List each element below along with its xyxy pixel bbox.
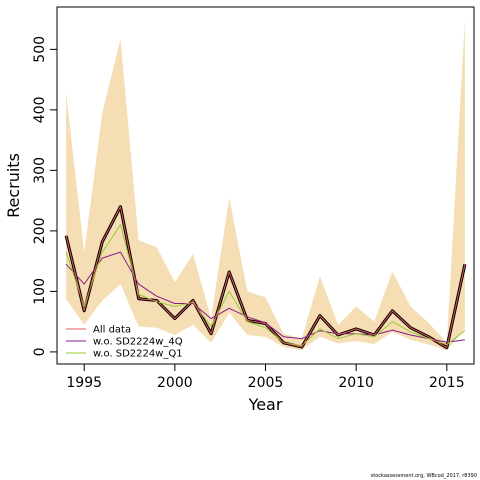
- y-tick-label-0: 0: [32, 347, 48, 356]
- series-lines-layer: [64, 205, 467, 350]
- y-tick-label-500: 500: [32, 36, 48, 63]
- y-tick-label-400: 400: [32, 96, 48, 123]
- x-tick-label-2010: 2010: [338, 375, 374, 391]
- y-tick-label-200: 200: [32, 218, 48, 245]
- confidence-band: [66, 20, 465, 351]
- confidence-band-layer: [66, 20, 465, 351]
- series-line-w-o-sd2224w-4q: [65, 251, 465, 343]
- legend-label-all-data: All data: [93, 325, 131, 336]
- legend-label-w-o-sd2224w-4q: w.o. SD2224w_4Q: [93, 337, 183, 348]
- x-tick-label-2000: 2000: [157, 375, 193, 391]
- x-tick-label-2005: 2005: [248, 375, 284, 391]
- series-line-all-data: [65, 206, 466, 349]
- legend-label-w-o-sd2224w-q1: w.o. SD2224w_Q1: [93, 349, 183, 360]
- x-tick-label-2015: 2015: [429, 375, 465, 391]
- footer-credit: stockassessment.org, WBcod_2017, r8390: [370, 473, 477, 479]
- y-axis: 0 100 200 300 400 500: [32, 36, 57, 356]
- series-line-w-o-sd2224w-q1: [65, 224, 466, 347]
- y-axis-label: Recruits: [4, 153, 23, 218]
- y-tick-label-300: 300: [32, 157, 48, 184]
- x-axis-label: Year: [248, 395, 283, 414]
- x-tick-label-1995: 1995: [66, 375, 102, 391]
- y-tick-label-100: 100: [32, 278, 48, 305]
- x-axis: 1995 2000 2005 2010 2015: [66, 364, 465, 391]
